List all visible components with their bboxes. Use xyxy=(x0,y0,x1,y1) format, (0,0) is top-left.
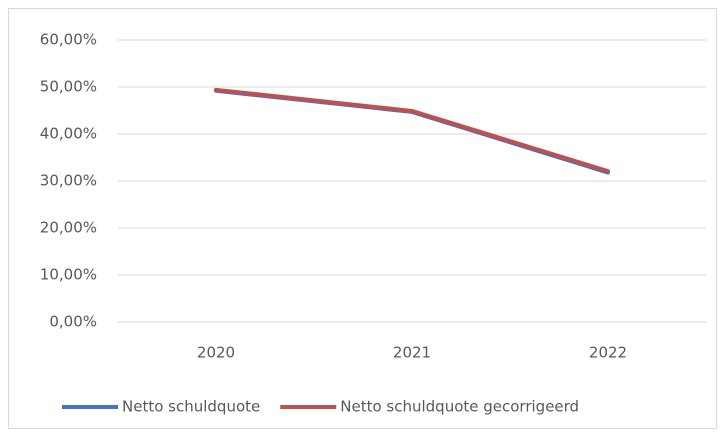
x-tick-label: 2022 xyxy=(589,344,627,362)
y-tick-label: 60,00% xyxy=(40,31,97,49)
y-tick-label: 0,00% xyxy=(49,313,97,331)
legend-label: Netto schuldquote xyxy=(122,398,260,416)
series-line xyxy=(214,87,610,174)
chart-frame xyxy=(8,8,717,429)
y-tick-label: 10,00% xyxy=(40,266,97,284)
x-tick-label: 2020 xyxy=(197,344,235,362)
y-tick-label: 30,00% xyxy=(40,172,97,190)
y-tick-label: 50,00% xyxy=(40,78,97,96)
y-tick-label: 40,00% xyxy=(40,125,97,143)
legend-label: Netto schuldquote gecorrigeerd xyxy=(340,398,579,416)
x-tick-label: 2021 xyxy=(393,344,431,362)
y-tick-label: 20,00% xyxy=(40,219,97,237)
